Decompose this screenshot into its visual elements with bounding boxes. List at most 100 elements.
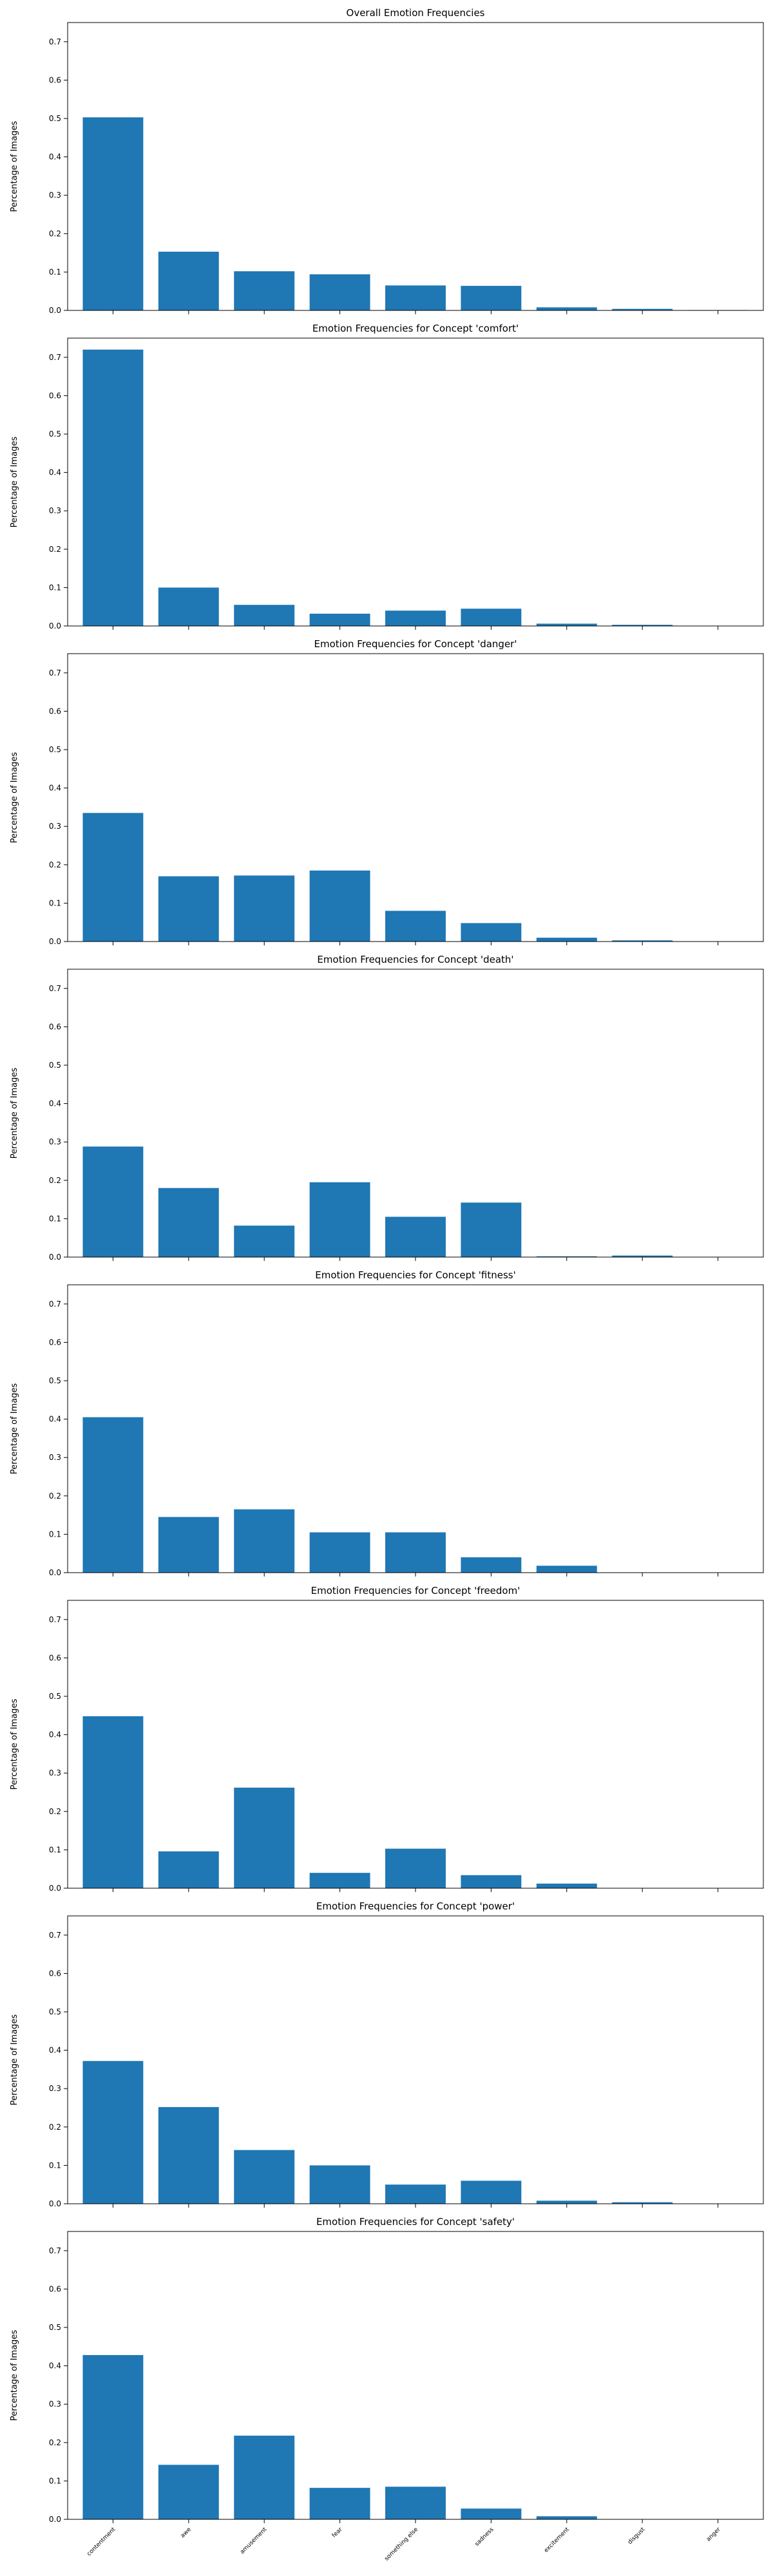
y-tick-label: 0.3 (49, 191, 61, 200)
bar-something-else (385, 1848, 446, 1888)
y-tick-label: 0.6 (49, 706, 61, 715)
x-tick-label: excitement (543, 2526, 571, 2554)
bar-contentment (82, 1146, 144, 1257)
chart-title: Emotion Frequencies for Concept 'death' (317, 954, 513, 965)
y-tick-label: 0.5 (49, 1061, 61, 1070)
y-tick-label: 0.2 (49, 1176, 61, 1185)
y-tick-label: 0.5 (49, 114, 61, 123)
y-tick-label: 0.0 (49, 1884, 61, 1893)
y-axis-label: Percentage of Images (10, 2330, 19, 2421)
x-tick-label: awe (180, 2526, 193, 2539)
y-tick-label: 0.5 (49, 1692, 61, 1701)
bar-awe (158, 2107, 219, 2204)
bar-disgust (612, 940, 673, 942)
bar-something-else (385, 2486, 446, 2519)
x-tick-label: anger (705, 2526, 722, 2543)
y-tick-label: 0.2 (49, 545, 61, 554)
y-tick-label: 0.1 (49, 267, 61, 276)
y-tick-label: 0.1 (49, 1214, 61, 1223)
bar-fear (309, 2165, 370, 2204)
bar-something-else (385, 1532, 446, 1573)
y-tick-label: 0.5 (49, 2007, 61, 2016)
axes-frame (67, 969, 764, 1258)
chart-title: Emotion Frequencies for Concept 'safety' (316, 2216, 515, 2228)
chart-title: Overall Emotion Frequencies (347, 7, 485, 19)
bar-sadness (461, 2181, 522, 2204)
y-axis-label: Percentage of Images (10, 2014, 19, 2106)
bar-something-else (385, 2184, 446, 2204)
bar-amusement (234, 1787, 295, 1888)
bar-awe (158, 876, 219, 942)
y-tick-label: 0.3 (49, 1768, 61, 1777)
bar-fear (309, 1873, 370, 1888)
axes-frame (67, 22, 764, 311)
axes-frame (67, 1600, 764, 1889)
bar-something-else (385, 911, 446, 942)
y-tick-label: 0.0 (49, 1568, 61, 1577)
y-tick-label: 0.3 (49, 2084, 61, 2093)
bar-amusement (234, 271, 295, 310)
bar-contentment (82, 349, 144, 626)
y-tick-label: 0.7 (49, 37, 61, 46)
y-axis-label: Percentage of Images (10, 1699, 19, 1790)
chart-panel-1: Emotion Frequencies for Concept 'comfort… (10, 323, 764, 630)
chart-panel-5: Emotion Frequencies for Concept 'freedom… (10, 1585, 764, 1893)
y-tick-label: 0.0 (49, 1253, 61, 1262)
y-axis-label: Percentage of Images (10, 437, 19, 528)
bar-contentment (82, 813, 144, 942)
y-axis-label: Percentage of Images (10, 752, 19, 844)
y-tick-label: 0.0 (49, 306, 61, 315)
bar-contentment (82, 1716, 144, 1888)
x-tick-label: disgust (627, 2526, 646, 2546)
axes-frame (67, 1915, 764, 2204)
y-tick-label: 0.3 (49, 822, 61, 831)
y-tick-label: 0.2 (49, 2438, 61, 2447)
bar-fear (309, 1182, 370, 1257)
y-tick-label: 0.2 (49, 1492, 61, 1501)
chart-panel-4: Emotion Frequencies for Concept 'fitness… (10, 1269, 764, 1577)
bar-excitement (536, 623, 597, 626)
bar-awe (158, 1517, 219, 1573)
bar-something-else (385, 285, 446, 310)
y-tick-label: 0.1 (49, 1845, 61, 1854)
y-tick-label: 0.2 (49, 1807, 61, 1816)
bar-disgust (612, 308, 673, 310)
axes-frame (67, 337, 764, 627)
bar-sadness (461, 923, 522, 942)
bar-fear (309, 2488, 370, 2519)
bar-contentment (82, 2061, 144, 2204)
y-tick-label: 0.6 (49, 1969, 61, 1978)
bar-disgust (612, 2202, 673, 2204)
y-tick-label: 0.4 (49, 784, 61, 793)
bar-sadness (461, 285, 522, 310)
chart-title: Emotion Frequencies for Concept 'power' (316, 1900, 515, 1912)
chart-title: Emotion Frequencies for Concept 'danger' (314, 638, 517, 650)
bar-excitement (536, 1566, 597, 1573)
axes-frame (67, 2231, 764, 2520)
y-tick-label: 0.4 (49, 2362, 61, 2371)
y-axis-label: Percentage of Images (10, 1068, 19, 1159)
y-tick-label: 0.4 (49, 1099, 61, 1108)
y-tick-label: 0.6 (49, 1022, 61, 1031)
y-tick-label: 0.5 (49, 2323, 61, 2332)
bar-excitement (536, 2201, 597, 2204)
bar-contentment (82, 117, 144, 310)
y-tick-label: 0.3 (49, 2400, 61, 2409)
y-tick-label: 0.6 (49, 391, 61, 400)
chart-panel-3: Emotion Frequencies for Concept 'death' P… (10, 954, 764, 1262)
y-tick-label: 0.3 (49, 506, 61, 515)
bar-sadness (461, 1202, 522, 1257)
y-tick-label: 0.3 (49, 1137, 61, 1146)
y-tick-label: 0.1 (49, 1530, 61, 1539)
bar-sadness (461, 1875, 522, 1888)
y-tick-label: 0.5 (49, 1376, 61, 1385)
y-tick-label: 0.4 (49, 468, 61, 477)
bar-fear (309, 870, 370, 942)
y-tick-label: 0.7 (49, 353, 61, 362)
chart-title: Emotion Frequencies for Concept 'fitness… (315, 1269, 516, 1281)
bar-awe (158, 2465, 219, 2519)
y-tick-label: 0.4 (49, 153, 61, 162)
y-tick-label: 0.7 (49, 1615, 61, 1624)
bar-amusement (234, 2436, 295, 2519)
